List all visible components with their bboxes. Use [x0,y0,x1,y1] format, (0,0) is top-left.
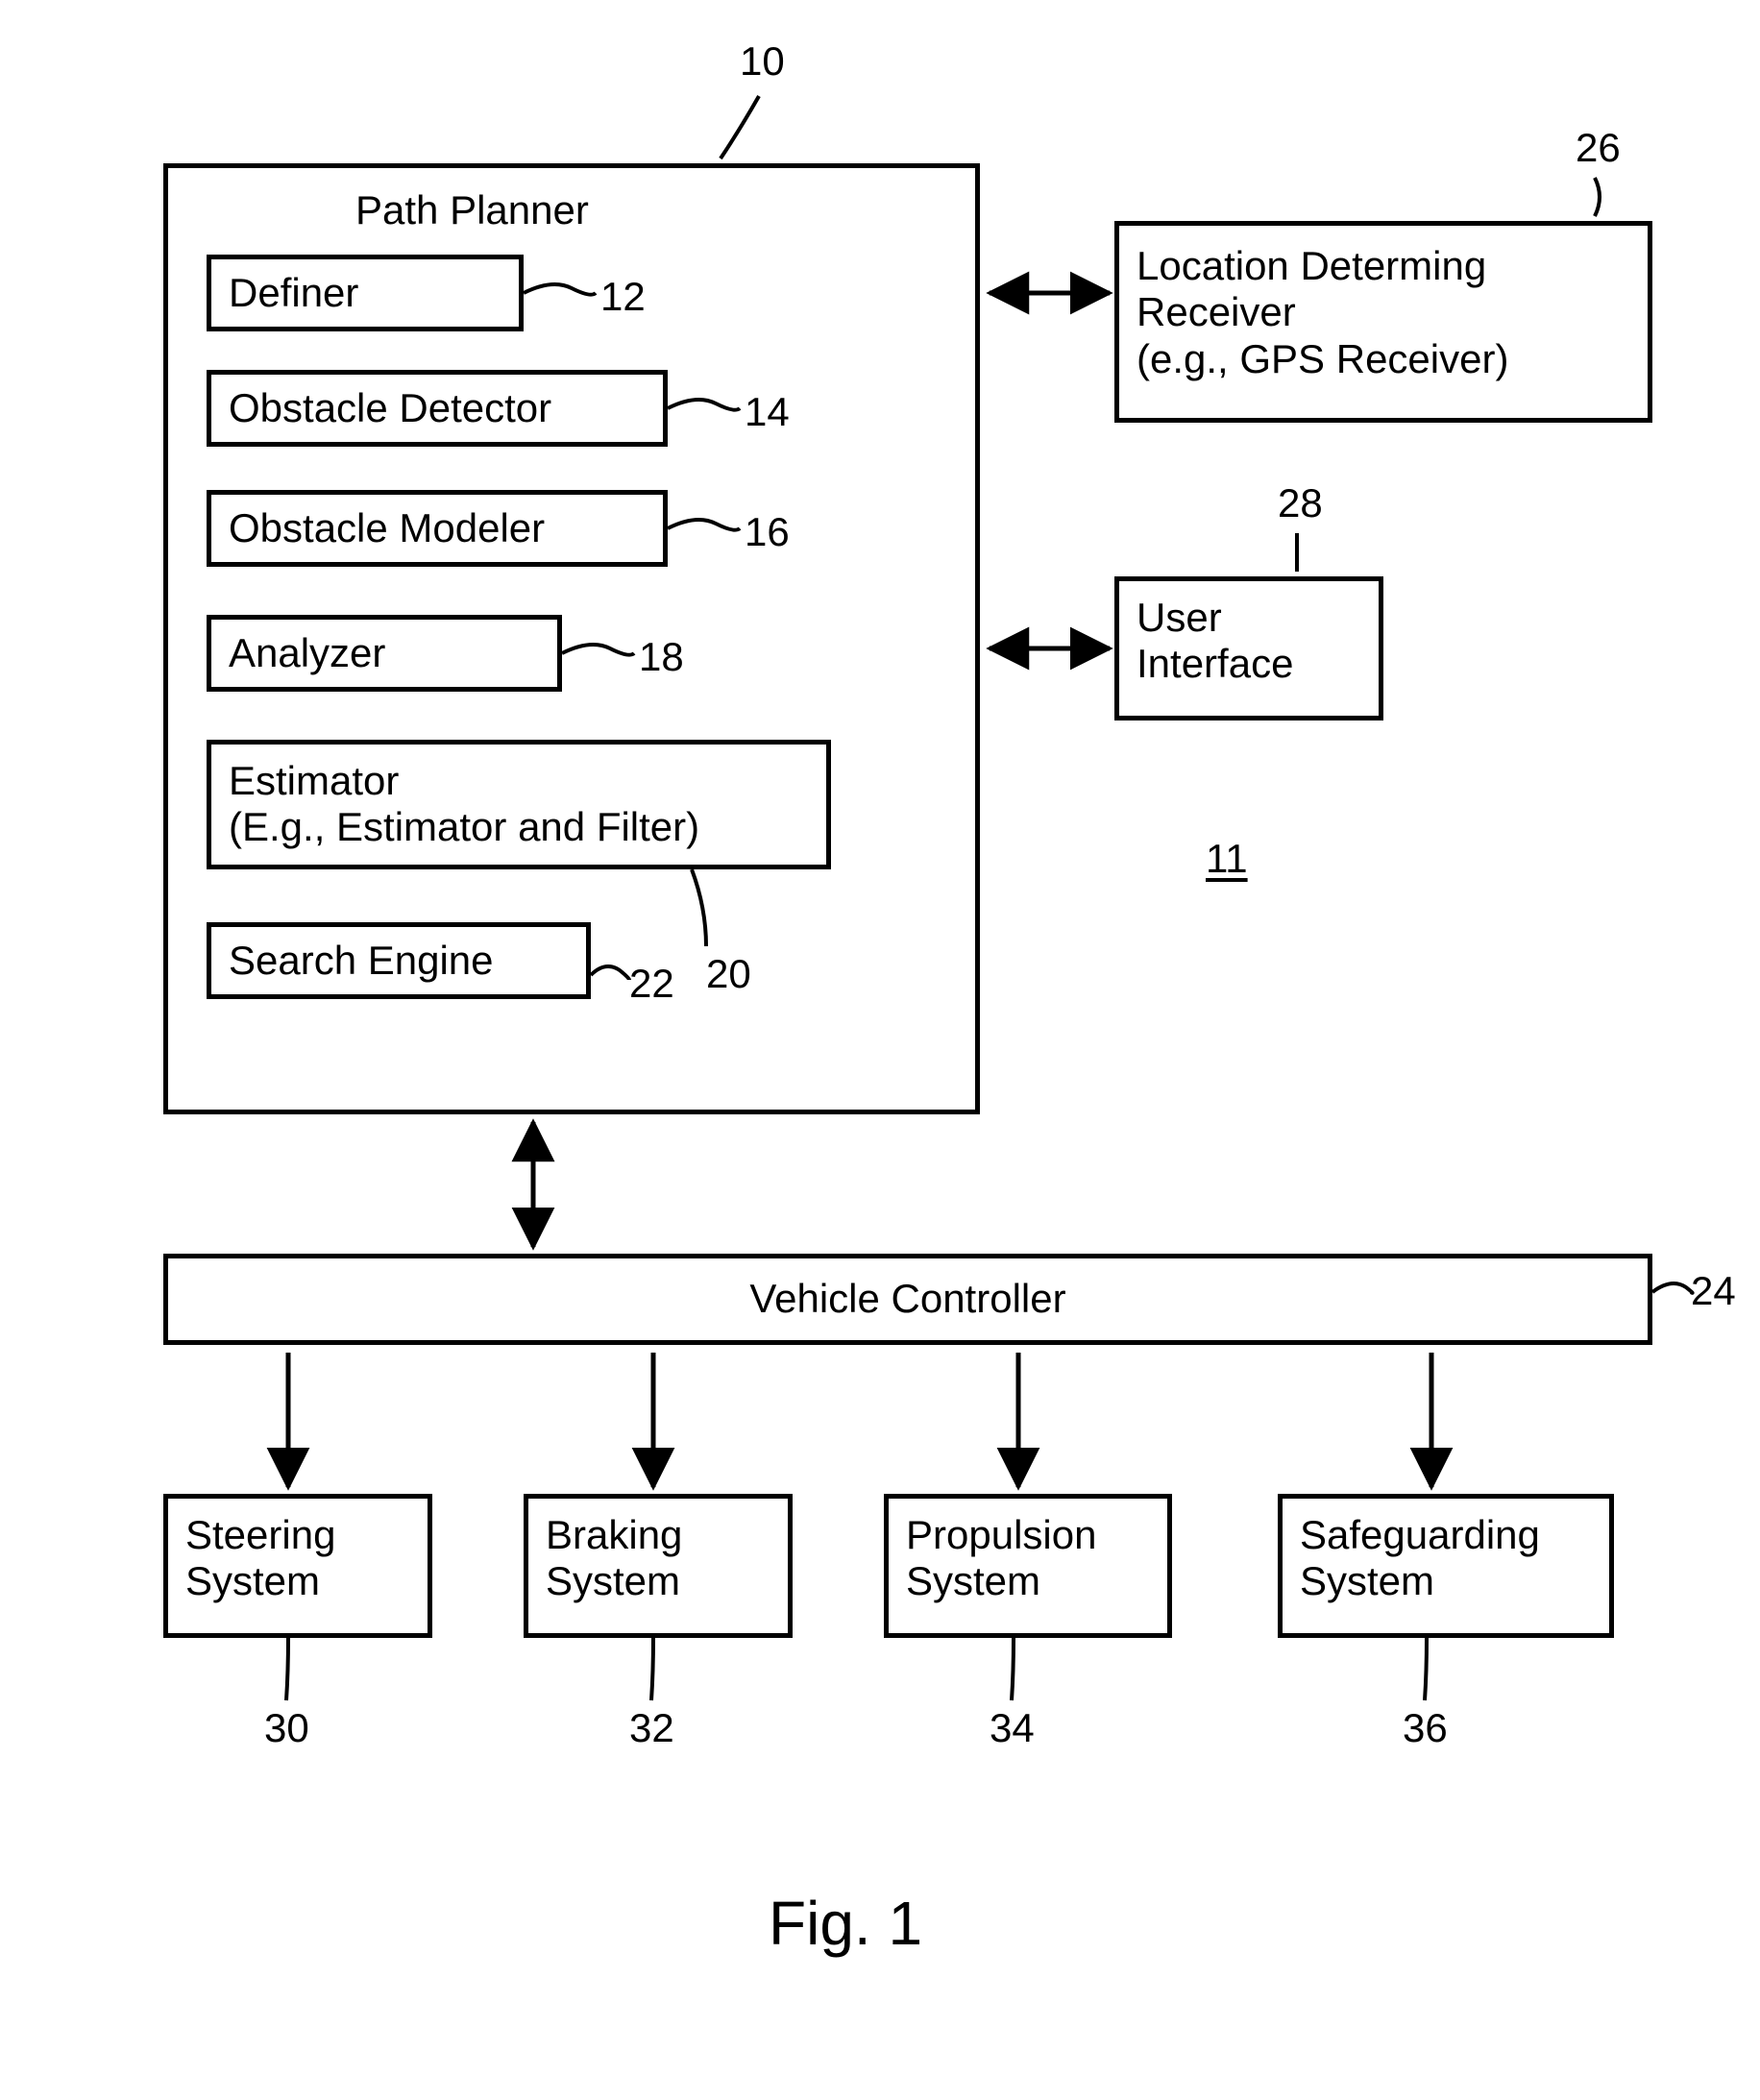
propulsion-system-label: Propulsion System [906,1512,1096,1605]
vehicle-controller-label: Vehicle Controller [749,1276,1065,1322]
search-engine-box: Search Engine [207,922,591,999]
ref-18: 18 [639,634,684,680]
braking-system-label: Braking System [546,1512,682,1605]
safeguarding-system-label: Safeguarding System [1300,1512,1540,1605]
steering-system-label: Steering System [185,1512,335,1605]
ref-24: 24 [1691,1268,1736,1314]
braking-system-box: Braking System [524,1494,793,1638]
ref-30: 30 [264,1705,309,1751]
user-interface-label: User Interface [1137,595,1293,688]
figure-caption: Fig. 1 [769,1888,922,1959]
estimator-label: Estimator (E.g., Estimator and Filter) [229,758,699,851]
estimator-box: Estimator (E.g., Estimator and Filter) [207,740,831,869]
propulsion-system-box: Propulsion System [884,1494,1172,1638]
obstacle-detector-box: Obstacle Detector [207,370,668,447]
ref-36: 36 [1403,1705,1448,1751]
steering-system-box: Steering System [163,1494,432,1638]
ref-14: 14 [745,389,790,435]
search-engine-label: Search Engine [229,938,494,984]
ref-20: 20 [706,951,751,997]
ref-10: 10 [740,38,785,85]
analyzer-box: Analyzer [207,615,562,692]
ref-22: 22 [629,961,674,1007]
vehicle-controller-box: Vehicle Controller [163,1254,1652,1345]
diagram-canvas: 10 Path Planner Definer Obstacle Detecto… [0,0,1760,2100]
analyzer-label: Analyzer [229,630,385,676]
ref-16: 16 [745,509,790,555]
obstacle-modeler-box: Obstacle Modeler [207,490,668,567]
obstacle-detector-label: Obstacle Detector [229,385,551,431]
location-receiver-label: Location Determing Receiver (e.g., GPS R… [1137,243,1508,382]
location-receiver-box: Location Determing Receiver (e.g., GPS R… [1114,221,1652,423]
ref-34: 34 [990,1705,1035,1751]
definer-label: Definer [229,270,358,316]
obstacle-modeler-label: Obstacle Modeler [229,505,545,551]
user-interface-box: User Interface [1114,576,1383,720]
safeguarding-system-box: Safeguarding System [1278,1494,1614,1638]
ref-11: 11 [1206,836,1248,882]
ref-26: 26 [1576,125,1621,171]
ref-32: 32 [629,1705,674,1751]
definer-box: Definer [207,255,524,331]
ref-12: 12 [600,274,646,320]
path-planner-title: Path Planner [355,187,589,233]
ref-28: 28 [1278,480,1323,526]
